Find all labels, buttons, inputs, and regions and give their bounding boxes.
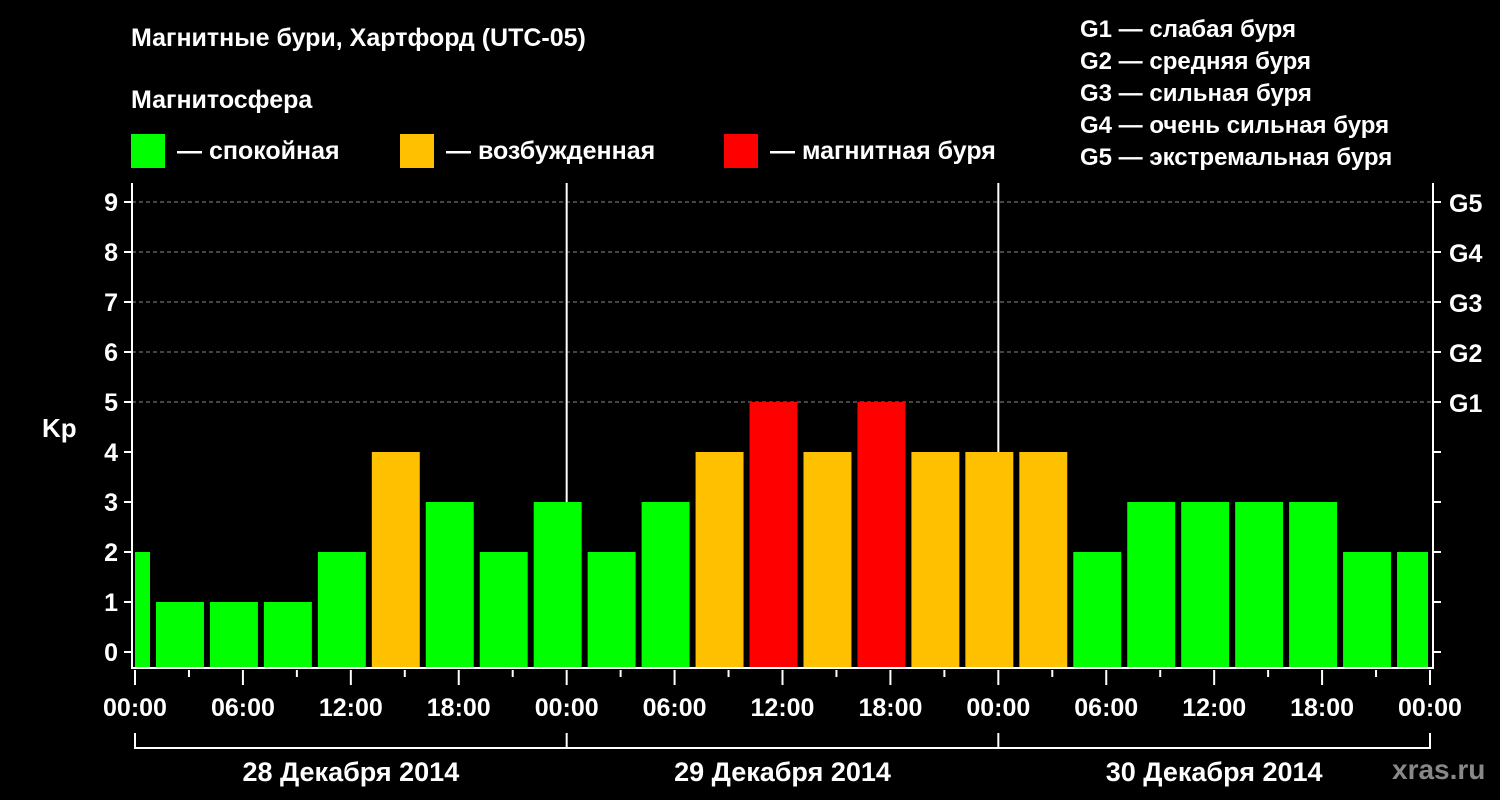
kp-bar	[1343, 552, 1392, 668]
legend-item-storm: — магнитная буря	[724, 134, 996, 168]
g-tick-label: G3	[1449, 290, 1482, 318]
kp-bar	[587, 552, 636, 668]
kp-bar	[965, 452, 1014, 668]
kp-bar	[695, 452, 744, 668]
y-axis-label: Kp	[42, 413, 77, 443]
legend-swatch-calm	[131, 134, 165, 168]
y-tick-label: 7	[104, 289, 118, 317]
legend-item-calm: — спокойная	[131, 134, 340, 168]
legend-label-active: — возбужденная	[446, 136, 656, 165]
x-tick-label: 06:00	[643, 694, 707, 722]
x-tick-label: 18:00	[1290, 694, 1354, 722]
y-tick-label: 3	[104, 489, 118, 517]
kp-bar	[371, 452, 420, 668]
kp-bar	[135, 552, 150, 668]
g-scale-item: G5 — экстремальная буря	[1080, 144, 1393, 171]
x-tick-label: 00:00	[966, 694, 1030, 722]
legend-swatch-active	[400, 134, 434, 168]
g-scale-item: G1 — слабая буря	[1080, 16, 1297, 43]
day-label: 30 Декабря 2014	[1106, 757, 1323, 787]
kp-bar	[1235, 502, 1284, 668]
kp-bar	[533, 502, 582, 668]
day-label: 28 Декабря 2014	[242, 757, 459, 787]
kp-bar	[641, 502, 690, 668]
kp-bar	[425, 502, 474, 668]
g-scale-legend: G1 — слабая буря G2 — средняя буря G3 — …	[1080, 14, 1392, 174]
g-tick-label: G4	[1449, 240, 1482, 268]
kp-bar	[857, 402, 906, 668]
g-scale-item: G3 — сильная буря	[1080, 80, 1312, 107]
legend-heading: Магнитосфера	[131, 86, 313, 114]
kp-bar	[1127, 502, 1176, 668]
legend-swatch-storm	[724, 134, 758, 168]
g-tick-label: G2	[1449, 340, 1482, 368]
y-tick-label: 4	[104, 439, 118, 467]
x-tick-label: 12:00	[751, 694, 815, 722]
kp-bar	[803, 452, 852, 668]
g-tick-label: G5	[1449, 190, 1482, 218]
y-tick-label: 5	[104, 389, 118, 417]
watermark: xras.ru	[1392, 754, 1486, 785]
kp-bar	[317, 552, 366, 668]
kp-bar	[1019, 452, 1068, 668]
y-tick-label: 8	[104, 239, 118, 267]
y-tick-label: 9	[104, 189, 118, 217]
y-tick-label: 0	[104, 639, 118, 667]
kp-bar	[479, 552, 528, 668]
y-tick-label: 2	[104, 539, 118, 567]
x-tick-label: 18:00	[858, 694, 922, 722]
x-tick-label: 06:00	[211, 694, 275, 722]
g-tick-label: G1	[1449, 390, 1482, 418]
kp-bar	[1289, 502, 1338, 668]
kp-bar	[749, 402, 798, 668]
day-label: 29 Декабря 2014	[674, 757, 891, 787]
x-tick-label: 00:00	[535, 694, 599, 722]
x-tick-label: 12:00	[1182, 694, 1246, 722]
x-tick-label: 12:00	[319, 694, 383, 722]
kp-bar	[155, 602, 204, 668]
legend-label-storm: — магнитная буря	[770, 136, 996, 165]
chart-title: Магнитные бури, Хартфорд (UTC-05)	[131, 24, 586, 52]
kp-bar	[1181, 502, 1230, 668]
y-tick-label: 1	[104, 589, 118, 617]
kp-bar	[1073, 552, 1122, 668]
x-tick-label: 18:00	[427, 694, 491, 722]
y-tick-label: 6	[104, 339, 118, 367]
g-scale-item: G2 — средняя буря	[1080, 48, 1311, 75]
x-tick-label: 00:00	[1398, 694, 1462, 722]
kp-bar	[911, 452, 960, 668]
kp-bar	[263, 602, 312, 668]
g-scale-item: G4 — очень сильная буря	[1080, 112, 1390, 139]
x-tick-label: 06:00	[1074, 694, 1138, 722]
legend-item-active: — возбужденная	[400, 134, 655, 168]
legend-label-calm: — спокойная	[177, 136, 340, 165]
x-tick-label: 00:00	[103, 694, 167, 722]
kp-bar	[1397, 552, 1428, 668]
kp-bar	[209, 602, 258, 668]
